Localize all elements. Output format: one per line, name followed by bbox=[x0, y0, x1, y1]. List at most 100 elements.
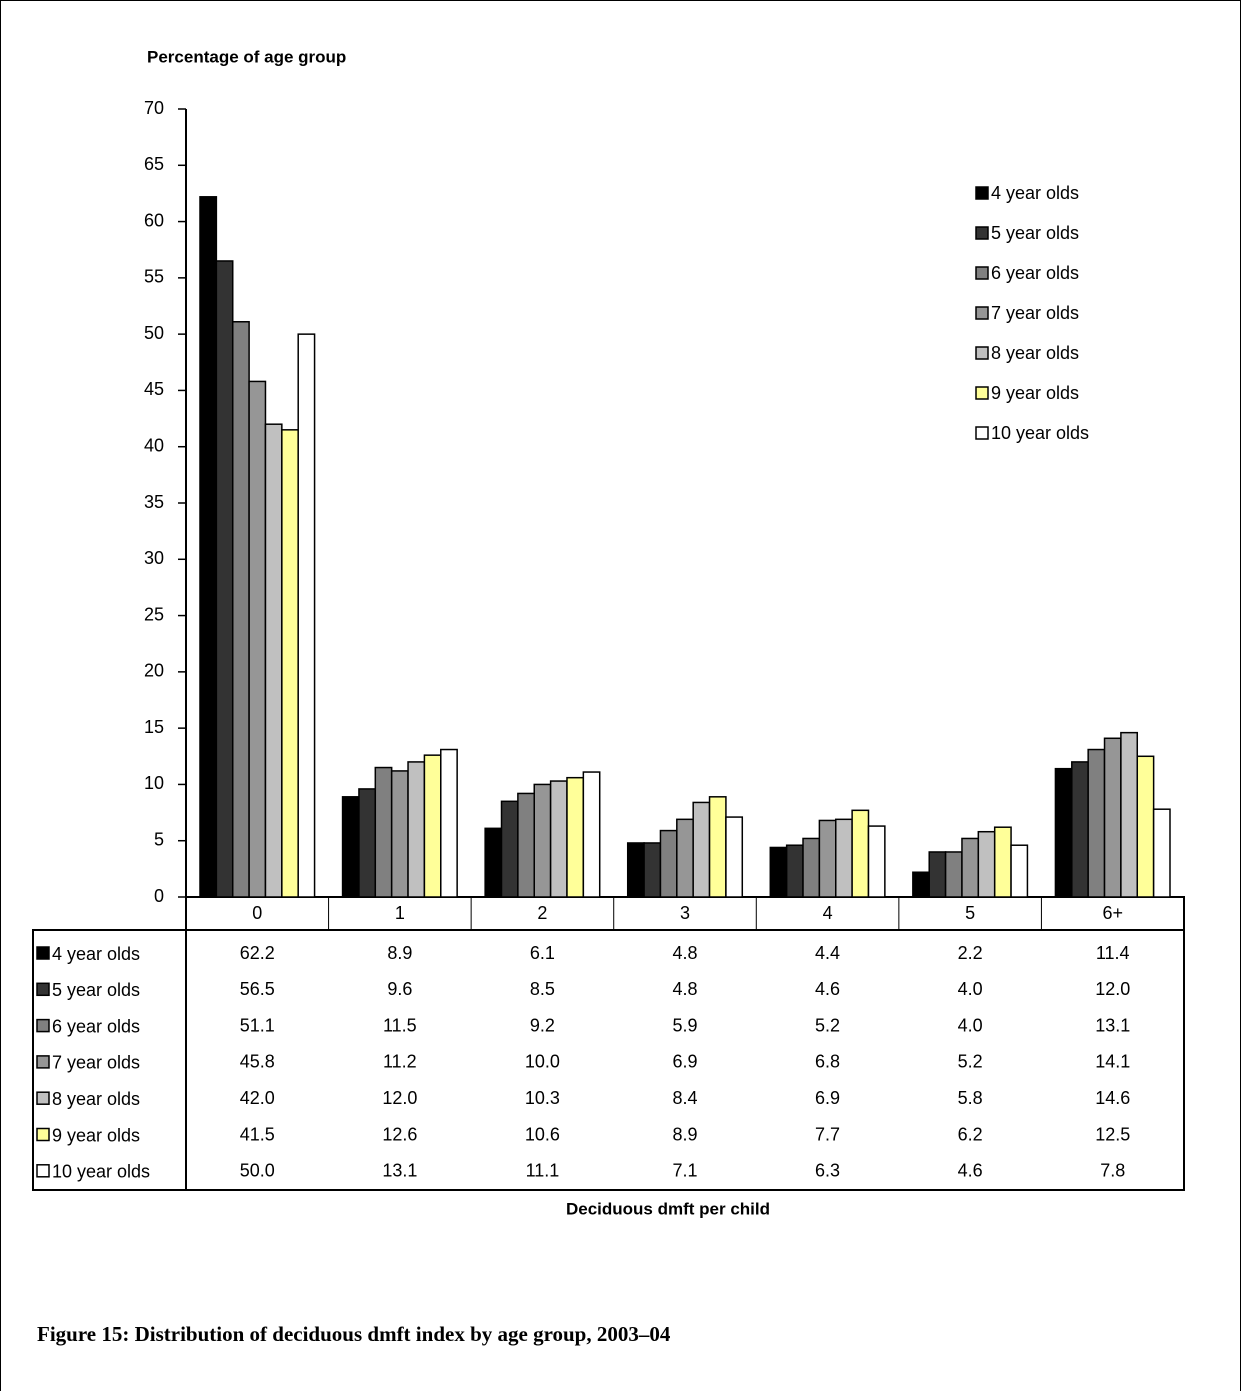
table-cell: 14.6 bbox=[1095, 1088, 1130, 1108]
bar bbox=[517, 792, 535, 898]
x-tick-label: 5 bbox=[965, 903, 975, 923]
legend-label: 9 year olds bbox=[991, 383, 1079, 403]
bar bbox=[944, 851, 963, 898]
table-cell: 6.9 bbox=[815, 1088, 840, 1108]
bar bbox=[533, 783, 552, 898]
bar bbox=[215, 260, 234, 898]
legend-swatch bbox=[975, 426, 989, 440]
legend-swatch bbox=[975, 186, 989, 200]
table-cell: 8.5 bbox=[530, 979, 555, 999]
bar bbox=[676, 818, 694, 898]
table-legend-swatch bbox=[36, 1055, 50, 1069]
table-cell: 5.9 bbox=[672, 1015, 697, 1035]
table-cell: 10.3 bbox=[525, 1088, 560, 1108]
bar bbox=[708, 796, 727, 898]
table-row-label: 8 year olds bbox=[52, 1089, 140, 1109]
x-tick-label: 2 bbox=[537, 903, 547, 923]
bar bbox=[643, 842, 662, 898]
bar bbox=[1152, 808, 1171, 898]
table-cell: 50.0 bbox=[240, 1161, 275, 1181]
y-tick-label: 15 bbox=[144, 717, 164, 737]
bar bbox=[248, 380, 267, 898]
table-cell: 6.1 bbox=[530, 943, 555, 963]
x-tick-label: 0 bbox=[252, 903, 262, 923]
table-body bbox=[32, 929, 1185, 1191]
table-legend-swatch bbox=[36, 1018, 50, 1033]
legend-swatch bbox=[975, 306, 989, 320]
table-cell: 6.3 bbox=[815, 1161, 840, 1181]
bar bbox=[977, 830, 996, 898]
table-cell: 4.0 bbox=[958, 979, 983, 999]
y-tick-label: 60 bbox=[144, 210, 164, 230]
bar bbox=[407, 761, 426, 898]
table-cell: 5.2 bbox=[958, 1052, 983, 1072]
bar bbox=[1010, 844, 1029, 898]
x-axis-title: Deciduous dmft per child bbox=[566, 1199, 770, 1218]
table-row-label: 4 year olds bbox=[52, 944, 140, 964]
y-tick-label: 40 bbox=[144, 435, 164, 455]
bar bbox=[549, 780, 568, 898]
bar bbox=[281, 429, 299, 898]
table-cell: 6.2 bbox=[958, 1124, 983, 1144]
bar bbox=[374, 766, 393, 898]
table-cell: 14.1 bbox=[1095, 1052, 1130, 1072]
table-cell: 4.6 bbox=[815, 979, 840, 999]
bar bbox=[626, 842, 645, 898]
legend-label: 4 year olds bbox=[991, 183, 1079, 203]
legend-label: 5 year olds bbox=[991, 223, 1079, 243]
bar bbox=[1103, 737, 1122, 898]
y-tick-label: 0 bbox=[154, 886, 164, 906]
legend-swatch bbox=[975, 386, 989, 400]
table-row-label: 5 year olds bbox=[52, 980, 140, 1000]
y-tick-label: 30 bbox=[144, 548, 164, 568]
x-tick-label: 3 bbox=[680, 903, 690, 923]
legend-label: 7 year olds bbox=[991, 303, 1079, 323]
table-cell: 41.5 bbox=[240, 1124, 275, 1144]
y-tick-label: 25 bbox=[144, 604, 164, 624]
table-cell: 11.4 bbox=[1096, 943, 1130, 963]
table-cell: 11.1 bbox=[526, 1161, 560, 1181]
table-cell: 5.8 bbox=[958, 1088, 983, 1108]
table-cell: 9.6 bbox=[387, 979, 412, 999]
x-tick-label: 6+ bbox=[1102, 903, 1123, 923]
bar bbox=[1054, 767, 1073, 898]
y-tick-label: 50 bbox=[144, 323, 164, 343]
y-tick-label: 5 bbox=[154, 829, 164, 849]
table-legend-swatch bbox=[36, 1127, 50, 1142]
legend-swatch bbox=[975, 266, 989, 280]
bar bbox=[297, 333, 316, 898]
bar bbox=[423, 754, 442, 898]
table-cell: 8.9 bbox=[672, 1124, 697, 1144]
bar bbox=[199, 196, 218, 898]
y-tick-label: 65 bbox=[144, 154, 164, 174]
legend-label: 6 year olds bbox=[991, 263, 1079, 283]
table-row-label: 7 year olds bbox=[52, 1053, 140, 1073]
table-cell: 5.2 bbox=[815, 1015, 840, 1035]
table-legend-swatch bbox=[36, 1164, 50, 1178]
table-cell: 6.9 bbox=[672, 1052, 697, 1072]
table-cell: 4.0 bbox=[958, 1015, 983, 1035]
bar bbox=[358, 788, 377, 898]
bar bbox=[912, 871, 930, 898]
bar bbox=[264, 423, 283, 898]
bar bbox=[769, 846, 788, 898]
table-cell: 7.1 bbox=[672, 1161, 697, 1181]
bar bbox=[440, 748, 458, 898]
bar bbox=[802, 837, 821, 898]
bar bbox=[566, 776, 585, 898]
table-cell: 12.6 bbox=[382, 1124, 417, 1144]
table-cell: 13.1 bbox=[1095, 1015, 1130, 1035]
bar bbox=[500, 800, 519, 898]
table-cell: 2.2 bbox=[958, 943, 983, 963]
x-tick-label: 4 bbox=[823, 903, 833, 923]
table-cell: 12.0 bbox=[1095, 979, 1130, 999]
legend-label: 8 year olds bbox=[991, 343, 1079, 363]
bar bbox=[582, 771, 601, 898]
table-cell: 10.6 bbox=[525, 1124, 560, 1144]
table-row-label: 9 year olds bbox=[52, 1125, 140, 1145]
bar bbox=[1120, 731, 1139, 898]
bar bbox=[961, 837, 980, 898]
bar bbox=[692, 801, 711, 898]
